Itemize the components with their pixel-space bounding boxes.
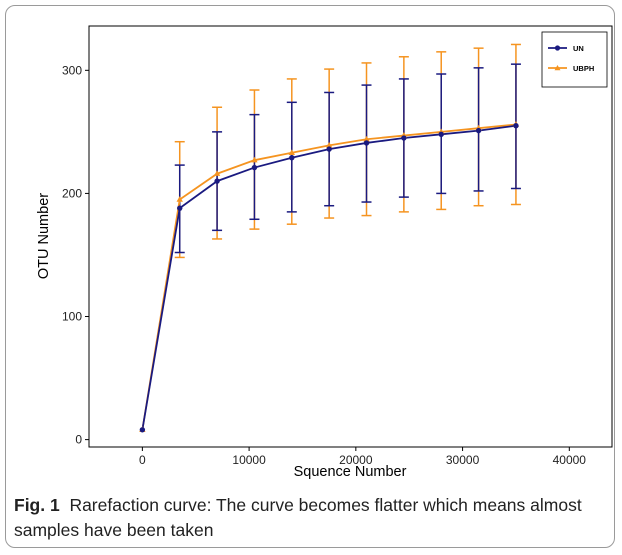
x-axis-label: Squence Number <box>294 464 407 480</box>
caption-text: Rarefaction curve: The curve becomes fla… <box>14 495 582 540</box>
legend-label-ubph: UBPH <box>573 64 594 73</box>
data-point-un <box>139 427 146 433</box>
legend-marker-ubph <box>554 65 561 71</box>
data-point-ubph <box>251 156 258 163</box>
x-tick-label: 10000 <box>232 453 266 467</box>
x-tick-label: 20000 <box>339 453 373 467</box>
y-axis-label: OTU Number <box>36 193 52 279</box>
plot-area <box>88 25 613 448</box>
data-point-un <box>289 155 295 161</box>
x-tick-label: 30000 <box>446 453 480 467</box>
data-point-un <box>214 178 220 184</box>
data-point-un <box>363 140 370 146</box>
caption-label: Fig. 1 <box>14 495 60 515</box>
legend-box <box>541 31 608 88</box>
legend-marker-un <box>554 45 561 51</box>
legend-label-un: UN <box>573 44 584 53</box>
x-tick-label: 0 <box>139 453 146 467</box>
data-point-un <box>401 135 407 141</box>
y-tick-label: 0 <box>75 433 82 447</box>
legend: UN UBPH <box>541 31 608 88</box>
data-point-un <box>326 146 332 152</box>
rarefaction-chart: 0 10000 20000 30000 40000 0 100 200 300 Squence … <box>36 25 613 480</box>
data-point-ubph <box>363 135 370 142</box>
data-point-un <box>475 127 482 134</box>
y-tick-label: 200 <box>62 186 82 200</box>
data-point-ubph <box>176 196 183 202</box>
data-point-un <box>177 205 183 211</box>
figure-caption: Fig. 1 Rarefaction curve: The curve beco… <box>14 493 612 543</box>
data-point-ubph <box>213 170 221 176</box>
data-point-ubph <box>325 142 333 148</box>
data-point-un <box>251 164 258 171</box>
data-point-ubph <box>288 149 295 155</box>
y-tick-label: 100 <box>62 310 82 324</box>
data-point-un <box>513 123 519 129</box>
figure-frame <box>5 5 615 548</box>
x-tick-label: 40000 <box>553 453 587 467</box>
y-tick-label: 300 <box>62 63 82 77</box>
data-point-un <box>438 131 444 138</box>
